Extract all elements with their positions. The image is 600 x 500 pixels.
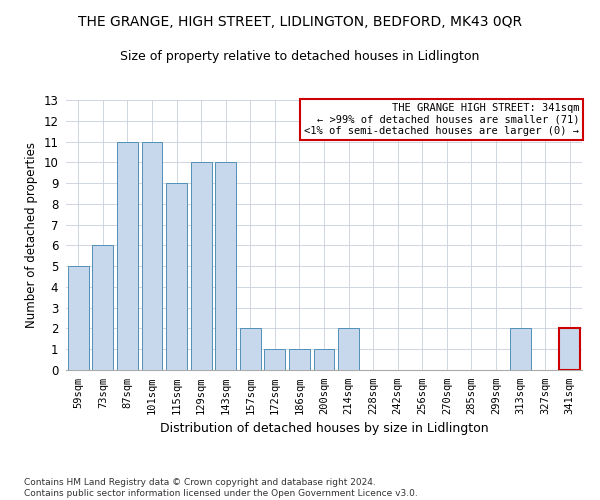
Bar xyxy=(142,142,163,370)
Bar xyxy=(166,183,187,370)
Bar xyxy=(510,328,531,370)
Bar xyxy=(289,349,310,370)
Bar xyxy=(559,328,580,370)
Bar xyxy=(314,349,334,370)
Bar xyxy=(92,246,113,370)
Y-axis label: Number of detached properties: Number of detached properties xyxy=(25,142,38,328)
Text: Contains HM Land Registry data © Crown copyright and database right 2024.
Contai: Contains HM Land Registry data © Crown c… xyxy=(24,478,418,498)
Bar xyxy=(191,162,212,370)
Text: Size of property relative to detached houses in Lidlington: Size of property relative to detached ho… xyxy=(121,50,479,63)
Bar xyxy=(68,266,89,370)
Bar xyxy=(265,349,286,370)
Bar xyxy=(215,162,236,370)
Bar xyxy=(240,328,261,370)
Bar xyxy=(338,328,359,370)
X-axis label: Distribution of detached houses by size in Lidlington: Distribution of detached houses by size … xyxy=(160,422,488,435)
Bar xyxy=(117,142,138,370)
Text: THE GRANGE HIGH STREET: 341sqm
← >99% of detached houses are smaller (71)
<1% of: THE GRANGE HIGH STREET: 341sqm ← >99% of… xyxy=(304,103,579,136)
Text: THE GRANGE, HIGH STREET, LIDLINGTON, BEDFORD, MK43 0QR: THE GRANGE, HIGH STREET, LIDLINGTON, BED… xyxy=(78,15,522,29)
